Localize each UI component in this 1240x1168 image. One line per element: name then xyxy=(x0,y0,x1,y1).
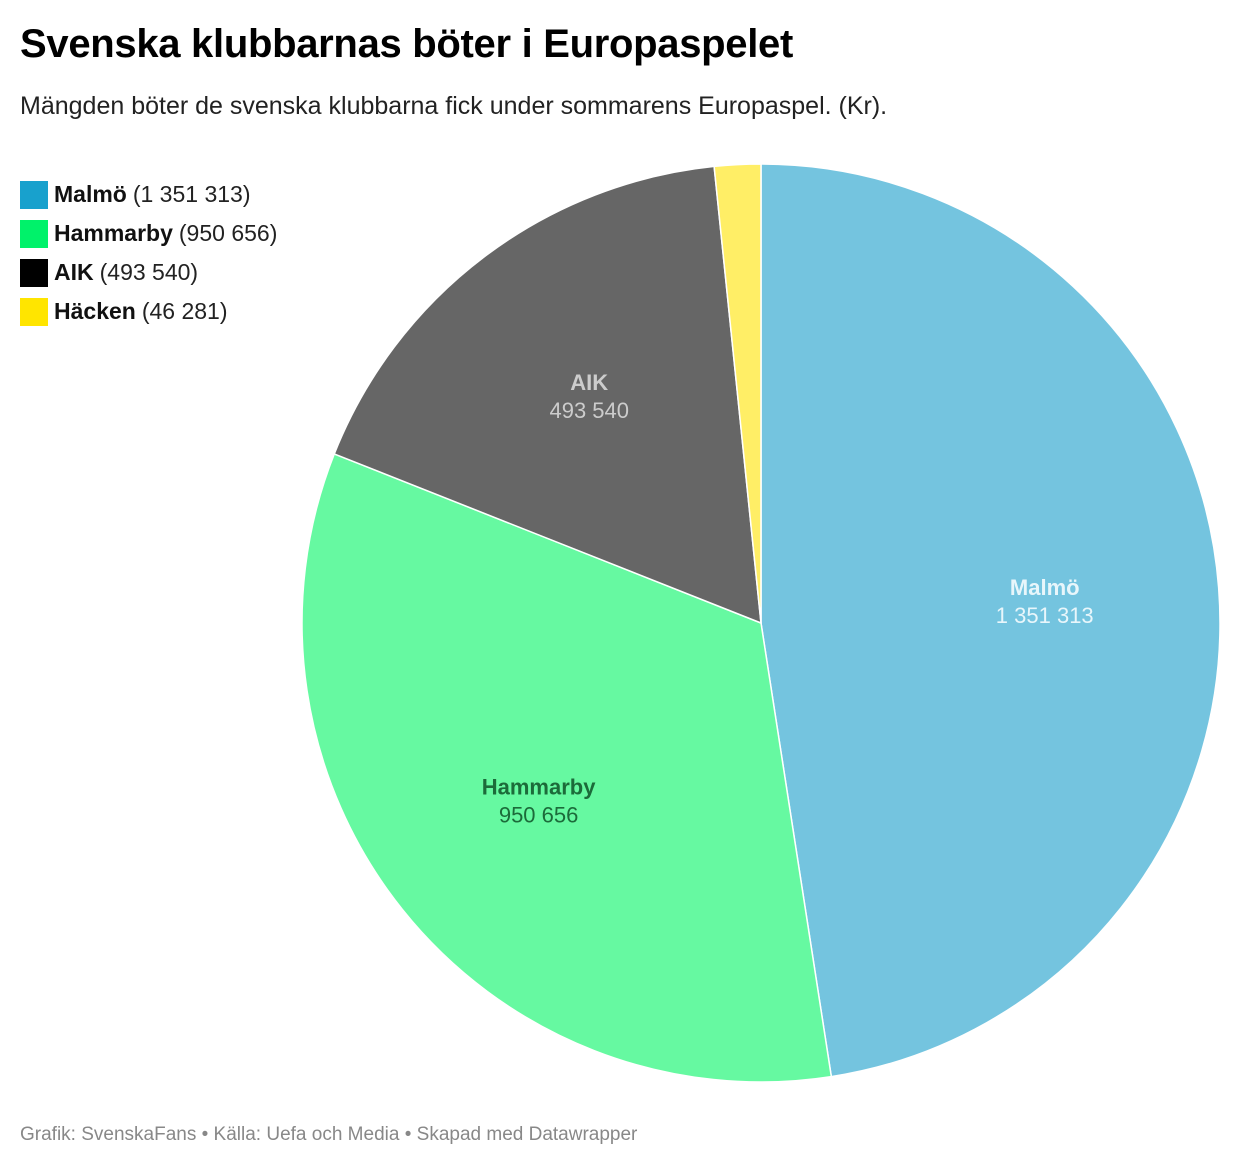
legend-item-hacken: Häcken (46 281) xyxy=(20,292,277,331)
slice-label-aik: AIK xyxy=(570,370,608,395)
legend-name-hammarby: Hammarby xyxy=(54,220,173,246)
pie-slice-malmo xyxy=(760,163,1221,1078)
slice-label-hammarby: Hammarby xyxy=(482,775,596,800)
slice-value-aik: 493 540 xyxy=(549,398,629,423)
legend-swatch-aik xyxy=(20,258,48,287)
legend-value-aik: (493 540) xyxy=(99,259,199,285)
legend-value-hammarby: (950 656) xyxy=(178,220,278,246)
legend-swatch-hammarby xyxy=(20,219,48,248)
legend-item-hammarby: Hammarby (950 656) xyxy=(20,214,277,253)
legend-name-hacken: Häcken xyxy=(54,298,136,324)
legend-item-malmo: Malmö (1 351 313) xyxy=(20,175,277,214)
pie-slice-hammarby xyxy=(301,452,833,1083)
chart-title: Svenska klubbarnas böter i Europaspelet xyxy=(20,22,794,66)
chart-subtitle: Mängden böter de svenska klubbarna fick … xyxy=(20,92,888,120)
slice-label-malmo: Malmö xyxy=(1010,575,1080,600)
legend-swatch-malmo xyxy=(20,180,48,209)
legend-value-hacken: (46 281) xyxy=(141,298,228,324)
slice-value-hammarby: 950 656 xyxy=(499,803,579,828)
legend-swatch-hacken xyxy=(20,297,48,326)
pie-slice-aik xyxy=(333,165,762,625)
pie-slice-hacken xyxy=(713,163,762,624)
slice-value-malmo: 1 351 313 xyxy=(996,603,1094,628)
legend-name-malmo: Malmö xyxy=(54,181,127,207)
legend-name-aik: AIK xyxy=(54,259,94,285)
legend: Malmö (1 351 313) Hammarby (950 656) AIK… xyxy=(20,175,277,331)
footer-credit: Grafik: SvenskaFans • Källa: Uefa och Me… xyxy=(20,1124,638,1145)
legend-value-malmo: (1 351 313) xyxy=(132,181,251,207)
legend-item-aik: AIK (493 540) xyxy=(20,253,277,292)
